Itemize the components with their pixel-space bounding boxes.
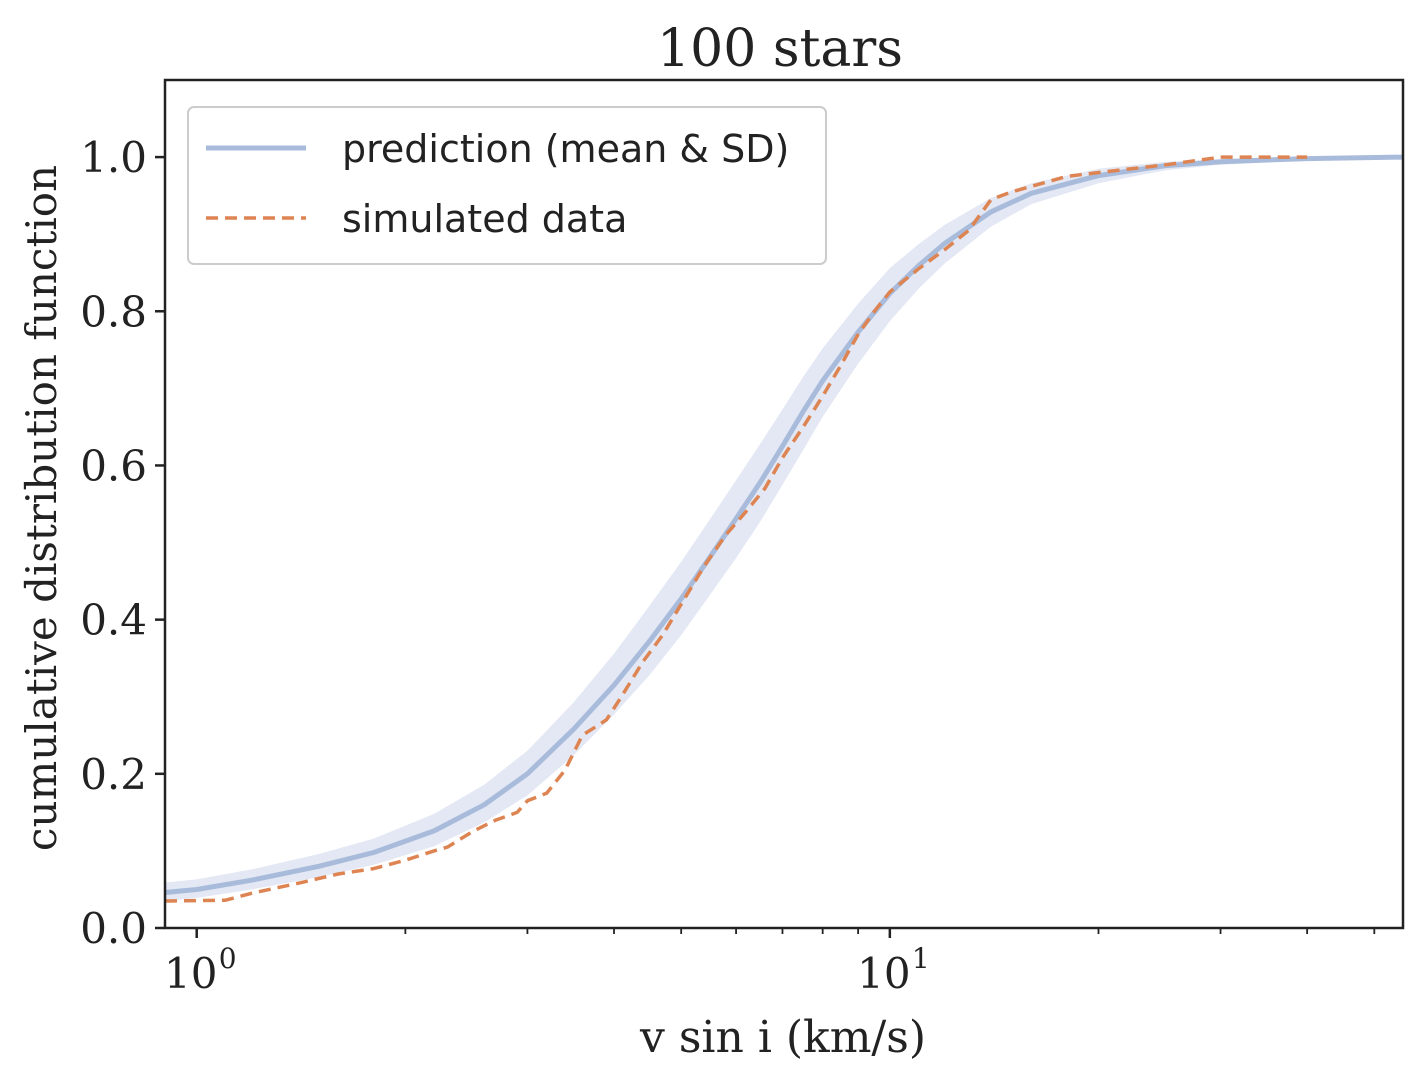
prediction-mean-line [164, 154, 1404, 895]
x-tick-label: 10 [164, 949, 217, 998]
legend-box [187, 106, 827, 265]
y-tick-label: 0.8 [80, 287, 147, 336]
y-axis-label: cumulative distribution function [17, 165, 66, 851]
x-tick-exponent: 0 [219, 942, 237, 975]
y-tick-label: 0.4 [80, 596, 147, 645]
x-axis-label: v sin i (km/s) [639, 1012, 926, 1063]
axes: 0.00.20.40.60.81.010 0 10 1 [80, 78, 1405, 998]
simulated-data-line [164, 155, 1308, 903]
plot-area [164, 154, 1404, 903]
chart-title: 100 stars [657, 19, 903, 79]
y-tick-label: 0.2 [80, 750, 147, 799]
y-tick-label: 1.0 [80, 133, 147, 182]
x-tick-exponent: 1 [912, 942, 930, 975]
plot-frame [163, 78, 1405, 930]
y-tick-label: 0.0 [80, 904, 147, 953]
y-tick-label: 0.6 [80, 441, 147, 490]
legend-label-simulated: simulated data [342, 197, 627, 241]
legend: prediction (mean & SD) simulated data [187, 106, 827, 265]
legend-label-prediction: prediction (mean & SD) [342, 127, 789, 171]
x-tick-label: 10 [857, 949, 910, 998]
